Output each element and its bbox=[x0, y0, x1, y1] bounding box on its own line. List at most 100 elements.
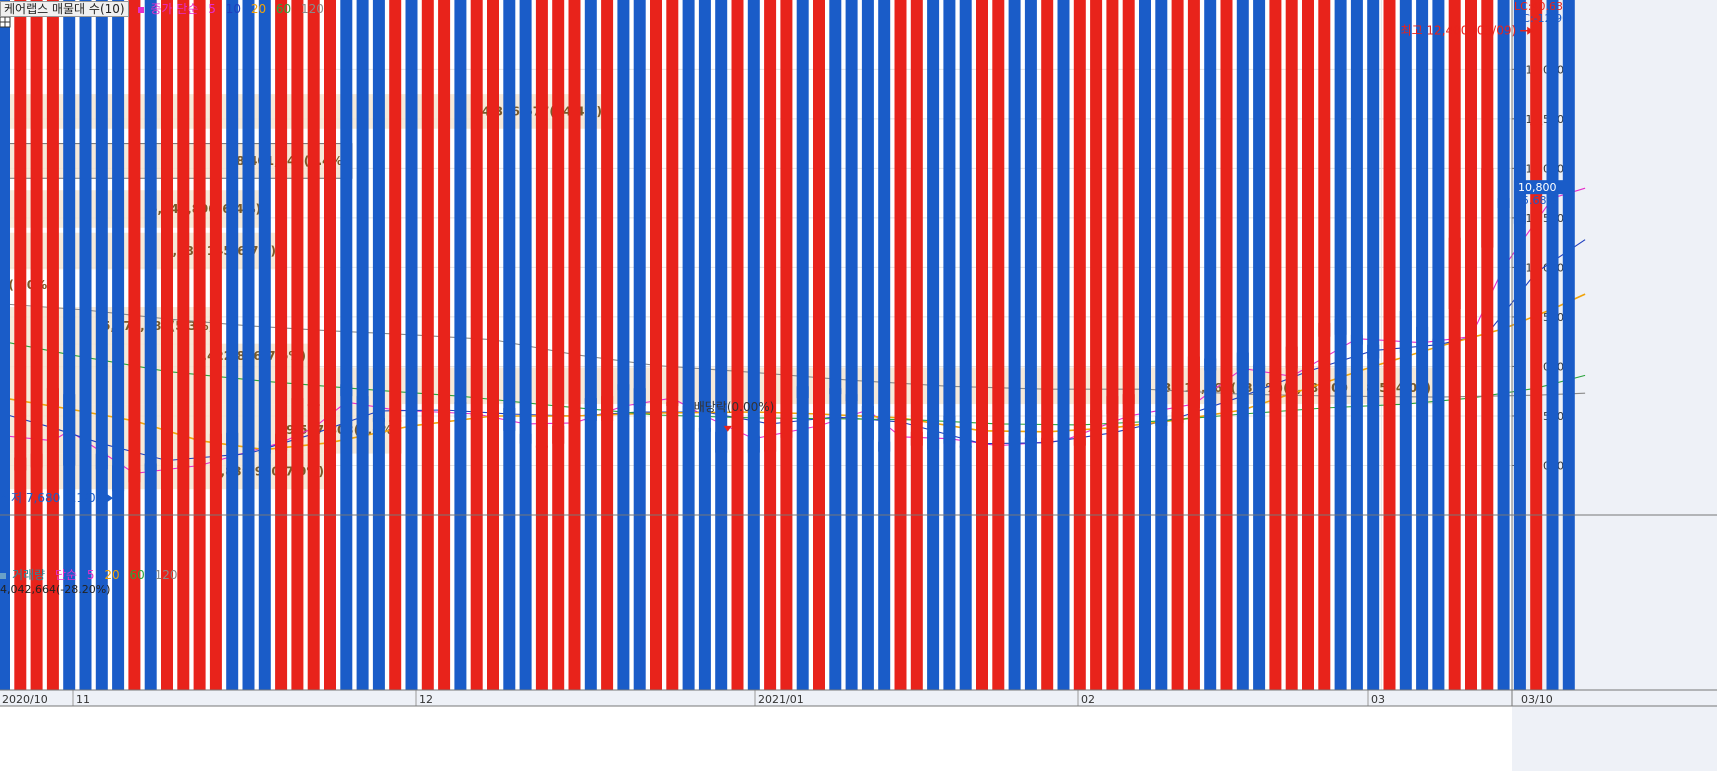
current-change-label: -5.68% bbox=[1518, 194, 1557, 207]
volume-bar bbox=[1383, 0, 1396, 690]
volume-bar bbox=[910, 0, 923, 690]
price-legend: 케어랩스 매물대 수(10) 종가 단순 5 10 20 60 120 bbox=[0, 0, 330, 17]
volume-bar bbox=[79, 0, 92, 690]
volume-bar bbox=[46, 0, 59, 690]
volume-bar bbox=[1024, 0, 1037, 690]
legend-period-20: 20 bbox=[250, 2, 267, 16]
volume-bar bbox=[845, 0, 858, 690]
volume-bar bbox=[601, 0, 614, 690]
volume-bar bbox=[389, 0, 402, 690]
volume-bar bbox=[1481, 0, 1494, 690]
current-price-label: 10,800 bbox=[1518, 181, 1557, 194]
volume-bar bbox=[1318, 0, 1331, 690]
volume-bar bbox=[372, 0, 385, 690]
volume-bar bbox=[1220, 0, 1233, 690]
volume-bar bbox=[1171, 0, 1184, 690]
legend-period-60: 60 bbox=[275, 2, 292, 16]
legend-period-120: 120 bbox=[301, 2, 324, 16]
volume-bar bbox=[1546, 0, 1559, 690]
volume-bar bbox=[275, 0, 288, 690]
volume-bar bbox=[1350, 0, 1363, 690]
volume-legend-period-20: 20 bbox=[104, 568, 120, 582]
volume-bar bbox=[813, 0, 825, 690]
volume-bar bbox=[747, 0, 760, 690]
volume-bar bbox=[405, 0, 418, 690]
volume-bar bbox=[193, 0, 206, 690]
price-legend-indicator: 종가 단순 bbox=[150, 2, 199, 16]
volume-bar bbox=[1513, 0, 1526, 690]
volume-bar bbox=[177, 0, 190, 690]
volume-bar bbox=[340, 0, 353, 690]
volume-bar bbox=[454, 0, 467, 690]
volume-bar bbox=[633, 0, 646, 690]
volume-bar bbox=[650, 0, 662, 690]
volume-bar bbox=[829, 0, 842, 690]
volume-bar bbox=[291, 0, 304, 690]
volume-bar bbox=[421, 0, 434, 690]
x-tick-label: 02 bbox=[1081, 693, 1095, 706]
volume-bar bbox=[63, 0, 76, 690]
volume-legend-period-60: 60 bbox=[129, 568, 145, 582]
volume-bar bbox=[1139, 0, 1151, 690]
dividend-marker-icon bbox=[723, 425, 732, 432]
volume-bar bbox=[1008, 0, 1021, 690]
volume-bar bbox=[470, 0, 483, 690]
volume-bar bbox=[992, 0, 1005, 690]
volume-legend-value: 4,042,664(-28.20%) bbox=[0, 583, 111, 596]
volume-bar bbox=[503, 0, 516, 690]
volume-bar bbox=[1155, 0, 1168, 690]
volume-bar bbox=[1432, 0, 1445, 690]
volume-bar bbox=[112, 0, 125, 690]
volume-bar bbox=[796, 0, 809, 690]
volume-legend-indicator: 단순 bbox=[54, 568, 78, 582]
volume-legend-period-120: 120 bbox=[154, 568, 178, 582]
volume-bar bbox=[144, 0, 157, 690]
high-arrowhead-icon bbox=[1527, 26, 1534, 35]
volume-bar bbox=[356, 0, 369, 690]
volume-bar bbox=[780, 0, 793, 690]
x-axis-panel bbox=[0, 690, 1512, 706]
volume-bar bbox=[1187, 0, 1200, 690]
volume-bar bbox=[1367, 0, 1380, 690]
price-legend-title[interactable]: 케어랩스 매물대 수(10) bbox=[0, 1, 129, 17]
hc-label: HC:-12.90 bbox=[1514, 12, 1569, 25]
volume-bar bbox=[0, 0, 10, 690]
volume-bar bbox=[1334, 0, 1347, 690]
volume-bar bbox=[1448, 0, 1461, 690]
volume-bar bbox=[1041, 0, 1054, 690]
volume-bar bbox=[666, 0, 679, 690]
volume-bar bbox=[30, 0, 43, 690]
volume-bar bbox=[487, 0, 499, 690]
volume-bar bbox=[128, 0, 141, 690]
volume-bar bbox=[1236, 0, 1249, 690]
volume-bar bbox=[1562, 0, 1575, 690]
dividend-annotation: 배당락(0.00%) bbox=[694, 400, 775, 414]
volume-bar bbox=[552, 0, 565, 690]
volume-bar bbox=[438, 0, 451, 690]
volume-bar bbox=[1302, 0, 1314, 690]
volume-legend-title[interactable]: 거래량 bbox=[12, 568, 46, 582]
volume-bar bbox=[1269, 0, 1282, 690]
volume-bar bbox=[519, 0, 532, 690]
volume-legend-period-5: 5 bbox=[86, 568, 95, 582]
volume-bar bbox=[1497, 0, 1510, 690]
volume-bar bbox=[1122, 0, 1135, 690]
volume-bar bbox=[943, 0, 956, 690]
volume-bar bbox=[324, 0, 336, 690]
volume-bar bbox=[14, 0, 27, 690]
low-price-annotation: 최저 7,680 (11/04) bbox=[0, 491, 108, 505]
high-price-annotation: 최고 12,400 (03/09) bbox=[1401, 24, 1517, 38]
volume-bar bbox=[1285, 0, 1298, 690]
volume-bar bbox=[1465, 0, 1477, 690]
legend-period-5: 5 bbox=[208, 2, 216, 16]
volume-bar bbox=[226, 0, 239, 690]
volume-bar bbox=[764, 0, 777, 690]
volume-bar bbox=[1204, 0, 1217, 690]
volume-bar bbox=[617, 0, 630, 690]
legend-color-icon bbox=[0, 572, 6, 579]
volume-bar bbox=[242, 0, 255, 690]
volume-bar bbox=[1057, 0, 1070, 690]
lc-label: LC:40.63 bbox=[1514, 0, 1563, 13]
volume-bar bbox=[976, 0, 988, 690]
